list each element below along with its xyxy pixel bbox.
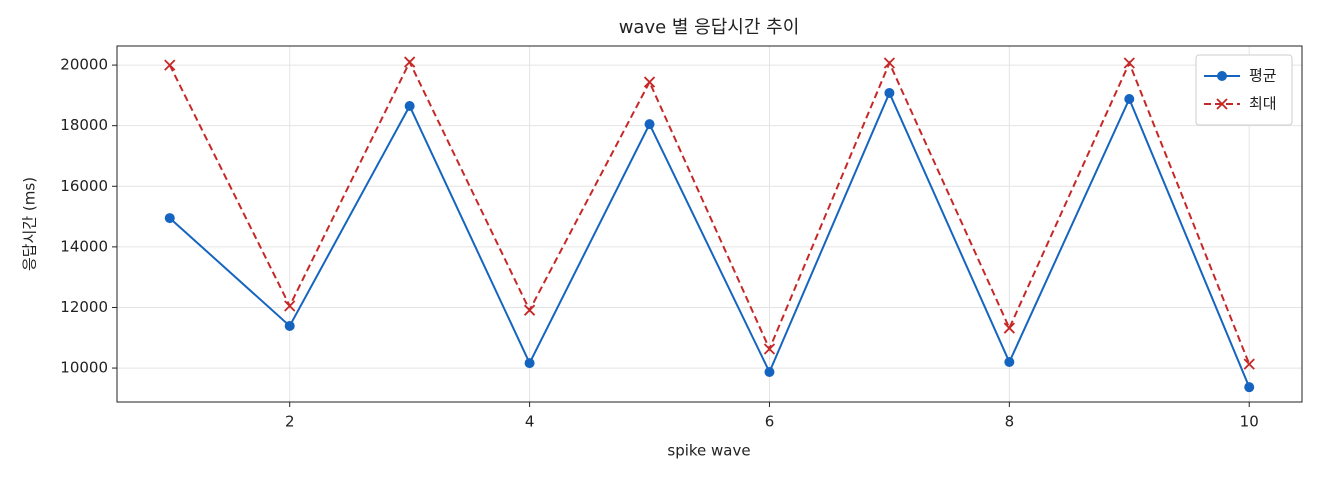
x-tick-label: 2: [285, 413, 295, 431]
marker: [1123, 57, 1135, 69]
marker: [644, 119, 655, 130]
chart-title: wave 별 응답시간 추이: [619, 17, 800, 38]
x-tick-label: 4: [525, 413, 535, 431]
marker: [284, 320, 295, 331]
marker: [1003, 322, 1015, 334]
marker: [763, 343, 776, 355]
marker: [1243, 358, 1255, 370]
x-tick-label: 10: [1240, 413, 1259, 431]
marker: [164, 213, 175, 224]
series-line: [168, 59, 1251, 365]
marker: [884, 87, 895, 98]
y-tick-label: 18000: [60, 116, 108, 134]
marker: [764, 367, 775, 378]
series-line: [169, 90, 1251, 388]
x-tick-label: 6: [765, 413, 775, 431]
x-axis-label: spike wave: [667, 442, 750, 460]
y-tick-label: 16000: [60, 177, 108, 195]
legend-frame: [1195, 54, 1293, 126]
marker: [1004, 357, 1015, 368]
marker: [284, 300, 296, 312]
legend-marker: [1217, 71, 1227, 81]
x-tick-label: 8: [1005, 413, 1015, 431]
y-axis-label: 응답시간 (ms): [21, 177, 39, 271]
marker: [404, 100, 415, 111]
legend-label: 최대: [1249, 95, 1277, 113]
plot-frame: [116, 45, 1303, 403]
legend-label: 평균: [1249, 67, 1277, 85]
marker: [524, 358, 535, 369]
legend-marker: [1216, 98, 1228, 110]
marker: [883, 57, 896, 69]
y-tick-label: 14000: [60, 237, 108, 255]
marker: [404, 56, 416, 68]
marker: [1124, 94, 1135, 105]
marker: [643, 76, 656, 88]
marker: [1244, 382, 1255, 393]
y-tick-label: 10000: [60, 359, 108, 377]
y-tick-label: 20000: [60, 56, 108, 74]
y-tick-label: 12000: [60, 298, 108, 316]
marker: [164, 59, 176, 71]
marker: [523, 304, 536, 316]
